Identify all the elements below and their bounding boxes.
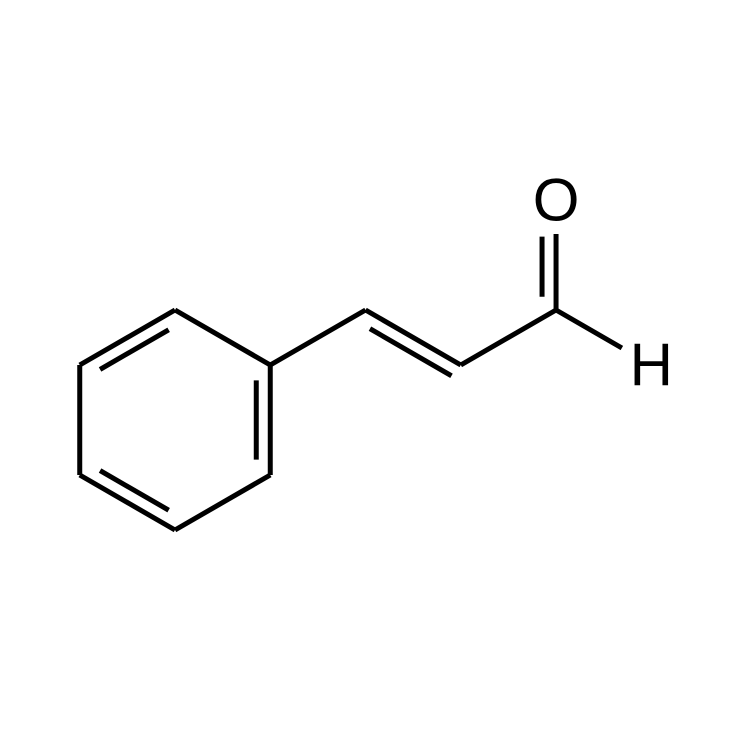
atom-label-hydrogen: H	[630, 332, 673, 399]
molecule-diagram: OH	[0, 0, 730, 730]
bond	[461, 310, 556, 365]
ring-bond	[175, 310, 270, 365]
ring-bond	[80, 310, 175, 365]
ring-bond	[80, 475, 175, 530]
bond	[366, 310, 461, 365]
bond	[556, 310, 622, 348]
bond	[270, 310, 365, 365]
atom-label-oxygen: O	[533, 167, 580, 234]
ring-bond	[175, 475, 270, 530]
